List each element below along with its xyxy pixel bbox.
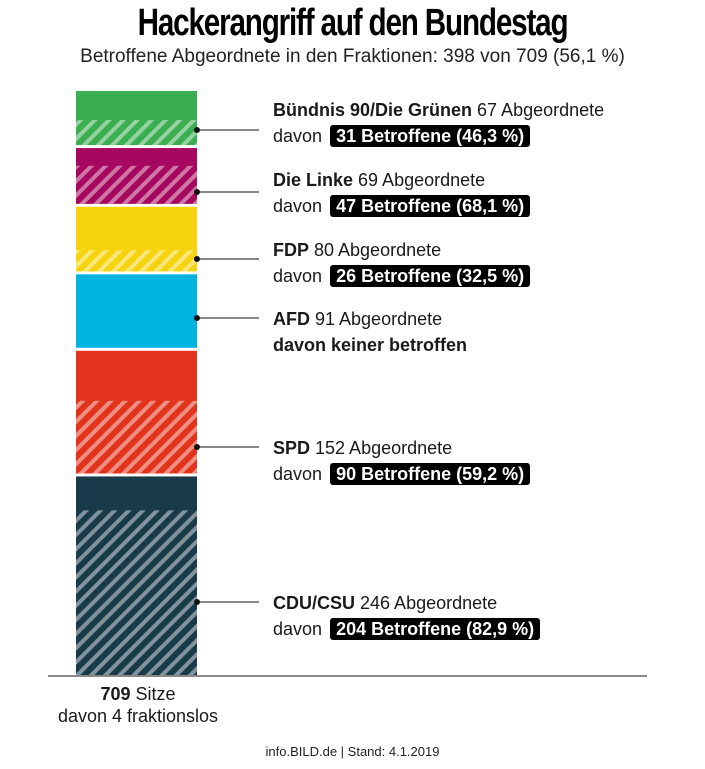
member-count: 246 Abgeordnete (355, 593, 498, 613)
leader-dot (194, 189, 200, 195)
party-name: CDU/CSU (273, 593, 356, 613)
bar-segment-affected (76, 165, 197, 204)
affected-badge: 31 Betroffene (46,3 %) (330, 125, 531, 147)
affected-badge: 47 Betroffene (68,1 %) (330, 195, 531, 217)
chart-subtitle: Betroffene Abgeordnete in den Fraktionen… (80, 46, 625, 67)
label-afd: AFD 91 Abgeordnete davon keiner betroffe… (273, 306, 467, 358)
bar-segment-affected (76, 400, 197, 474)
member-count: 91 Abgeordnete (310, 309, 443, 329)
bar-segment-affected (76, 510, 197, 675)
leader-dot (194, 599, 200, 605)
none-affected-text: davon keiner betroffen (273, 335, 468, 355)
party-name: SPD (273, 438, 311, 458)
davon-text: davon (273, 266, 323, 286)
leader-dot (194, 127, 200, 133)
leader-dot (194, 444, 200, 450)
seats-label: Sitze (130, 684, 176, 704)
affected-badge: 90 Betroffene (59,2 %) (330, 463, 531, 485)
affected-badge: 26 Betroffene (32,5 %) (330, 265, 531, 287)
seats-summary: 709 Sitze davon 4 fraktionslos (40, 683, 236, 727)
leader-dot (194, 256, 200, 262)
party-name: AFD (273, 309, 310, 329)
leader-dot (194, 315, 200, 321)
bar-segment-affected (76, 120, 197, 146)
label-gruene: Bündnis 90/Die Grünen 67 Abgeordnete dav… (273, 97, 604, 149)
source-line: info.BILD.de | Stand: 4.1.2019 (265, 744, 440, 759)
davon-text: davon (273, 126, 323, 146)
seats-number: 709 (100, 684, 131, 704)
label-fdp: FDP 80 Abgeordnete davon 26 Betroffene (… (273, 237, 531, 289)
davon-text: davon (273, 464, 323, 484)
member-count: 80 Abgeordnete (309, 240, 442, 260)
member-count: 67 Abgeordnete (472, 100, 605, 120)
label-linke: Die Linke 69 Abgeordnete davon 47 Betrof… (273, 167, 531, 219)
chart-title: Hackerangriff auf den Bundestag (137, 2, 569, 44)
party-name: Bündnis 90/Die Grünen (273, 100, 473, 120)
label-cdu: CDU/CSU 246 Abgeordnete davon 204 Betrof… (273, 590, 541, 642)
member-count: 69 Abgeordnete (353, 170, 486, 190)
davon-text: davon (273, 196, 323, 216)
party-name: Die Linke (273, 170, 354, 190)
bar-segment-members (76, 274, 197, 348)
fraktionslos-text: davon 4 fraktionslos (57, 706, 219, 726)
label-spd: SPD 152 Abgeordnete davon 90 Betroffene … (273, 435, 531, 487)
affected-badge: 204 Betroffene (82,9 %) (330, 618, 541, 640)
bar-segment-affected (76, 250, 197, 272)
davon-text: davon (273, 619, 323, 639)
party-name: FDP (273, 240, 309, 260)
member-count: 152 Abgeordnete (310, 438, 453, 458)
